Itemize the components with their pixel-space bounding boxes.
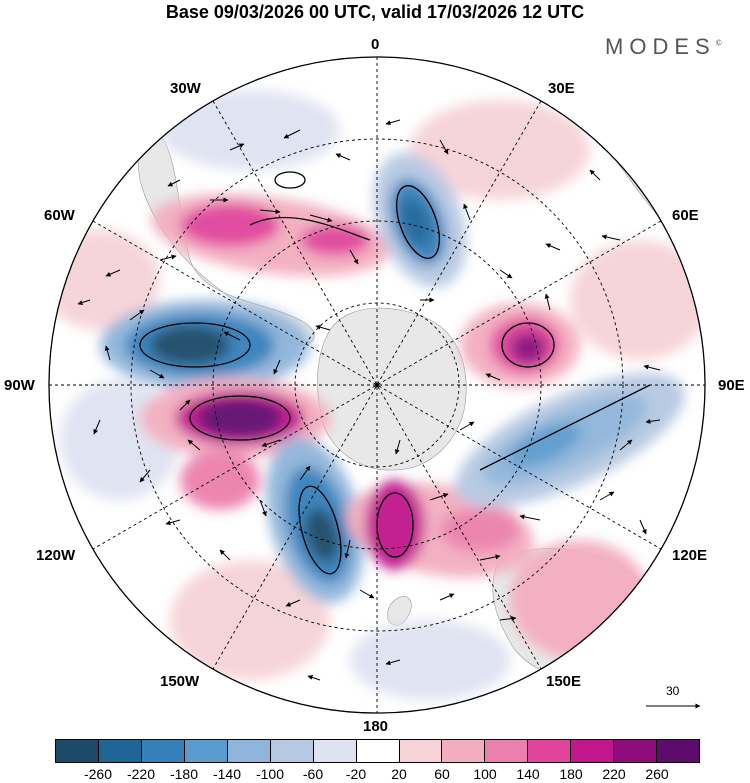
colorbar-tick-label: -220 [126,766,156,782]
colorbar-tick-label: -100 [255,766,285,782]
colorbar-segment [184,740,228,762]
lon-label-90e: 90E [718,377,745,394]
colorbar-tick-label: -60 [302,766,324,782]
lon-label-90w: 90W [4,377,35,394]
colorbar-tick-label: 20 [391,766,407,782]
lon-label-150w: 150W [160,673,200,690]
brand-text: MODES [605,34,716,59]
lon-label-30e: 30E [548,80,575,97]
contours [139,171,651,575]
colorbar-segment [98,740,142,762]
lon-label-60w: 60W [44,207,75,224]
colorbar-tick-label: -20 [345,766,367,782]
colorbar-segment [528,740,572,762]
colorbar-segment [485,740,529,762]
colorbar-segment [442,740,486,762]
modes-logo: MODES© [605,34,722,60]
colorbar-tick-label: 260 [645,766,669,782]
colorbar-segment [571,740,615,762]
colorbar-segment [356,740,400,762]
lon-label-120w: 120W [36,547,76,564]
colorbar-tick-label: 180 [559,766,583,782]
colorbar-segment [141,740,185,762]
colorbar-tick-label: 100 [473,766,497,782]
lon-label-30w: 30W [170,80,201,97]
colorbar-tick-label: 220 [602,766,626,782]
colorbar-tick-label: -260 [83,766,113,782]
map-disc [49,57,705,713]
brand-mark: © [715,38,722,48]
map-title: Base 09/03/2026 00 UTC, valid 17/03/2026… [165,2,585,22]
colorbar-ticks: -260 -220 -180 -140 -100 -60 -20 20 60 100 140 180 2… [0,766,750,782]
colorbar-tick-label: -180 [169,766,199,782]
vector-scale-label: 30 [666,684,680,698]
colorbar [55,739,700,763]
colorbar-tick-label: 60 [434,766,450,782]
colorbar-segment [614,740,658,762]
colorbar-tick-label: -140 [212,766,242,782]
colorbar-segment [227,740,271,762]
graticule [49,57,705,713]
colorbar-tick-label: 140 [516,766,540,782]
antarctica [317,307,467,471]
colorbar-segment [399,740,443,762]
lon-label-180: 180 [363,718,389,735]
pole-marker [375,383,379,387]
anomaly-shading [49,90,705,700]
lon-label-60e: 60E [672,207,699,224]
colorbar-segment [313,740,357,762]
lon-label-120e: 120E [672,547,708,564]
map-outline [48,56,706,714]
colorbar-segment [56,740,99,762]
lon-label-0: 0 [371,36,380,53]
colorbar-segment [657,740,700,762]
colorbar-segment [270,740,314,762]
lon-label-150e: 150E [546,673,582,690]
